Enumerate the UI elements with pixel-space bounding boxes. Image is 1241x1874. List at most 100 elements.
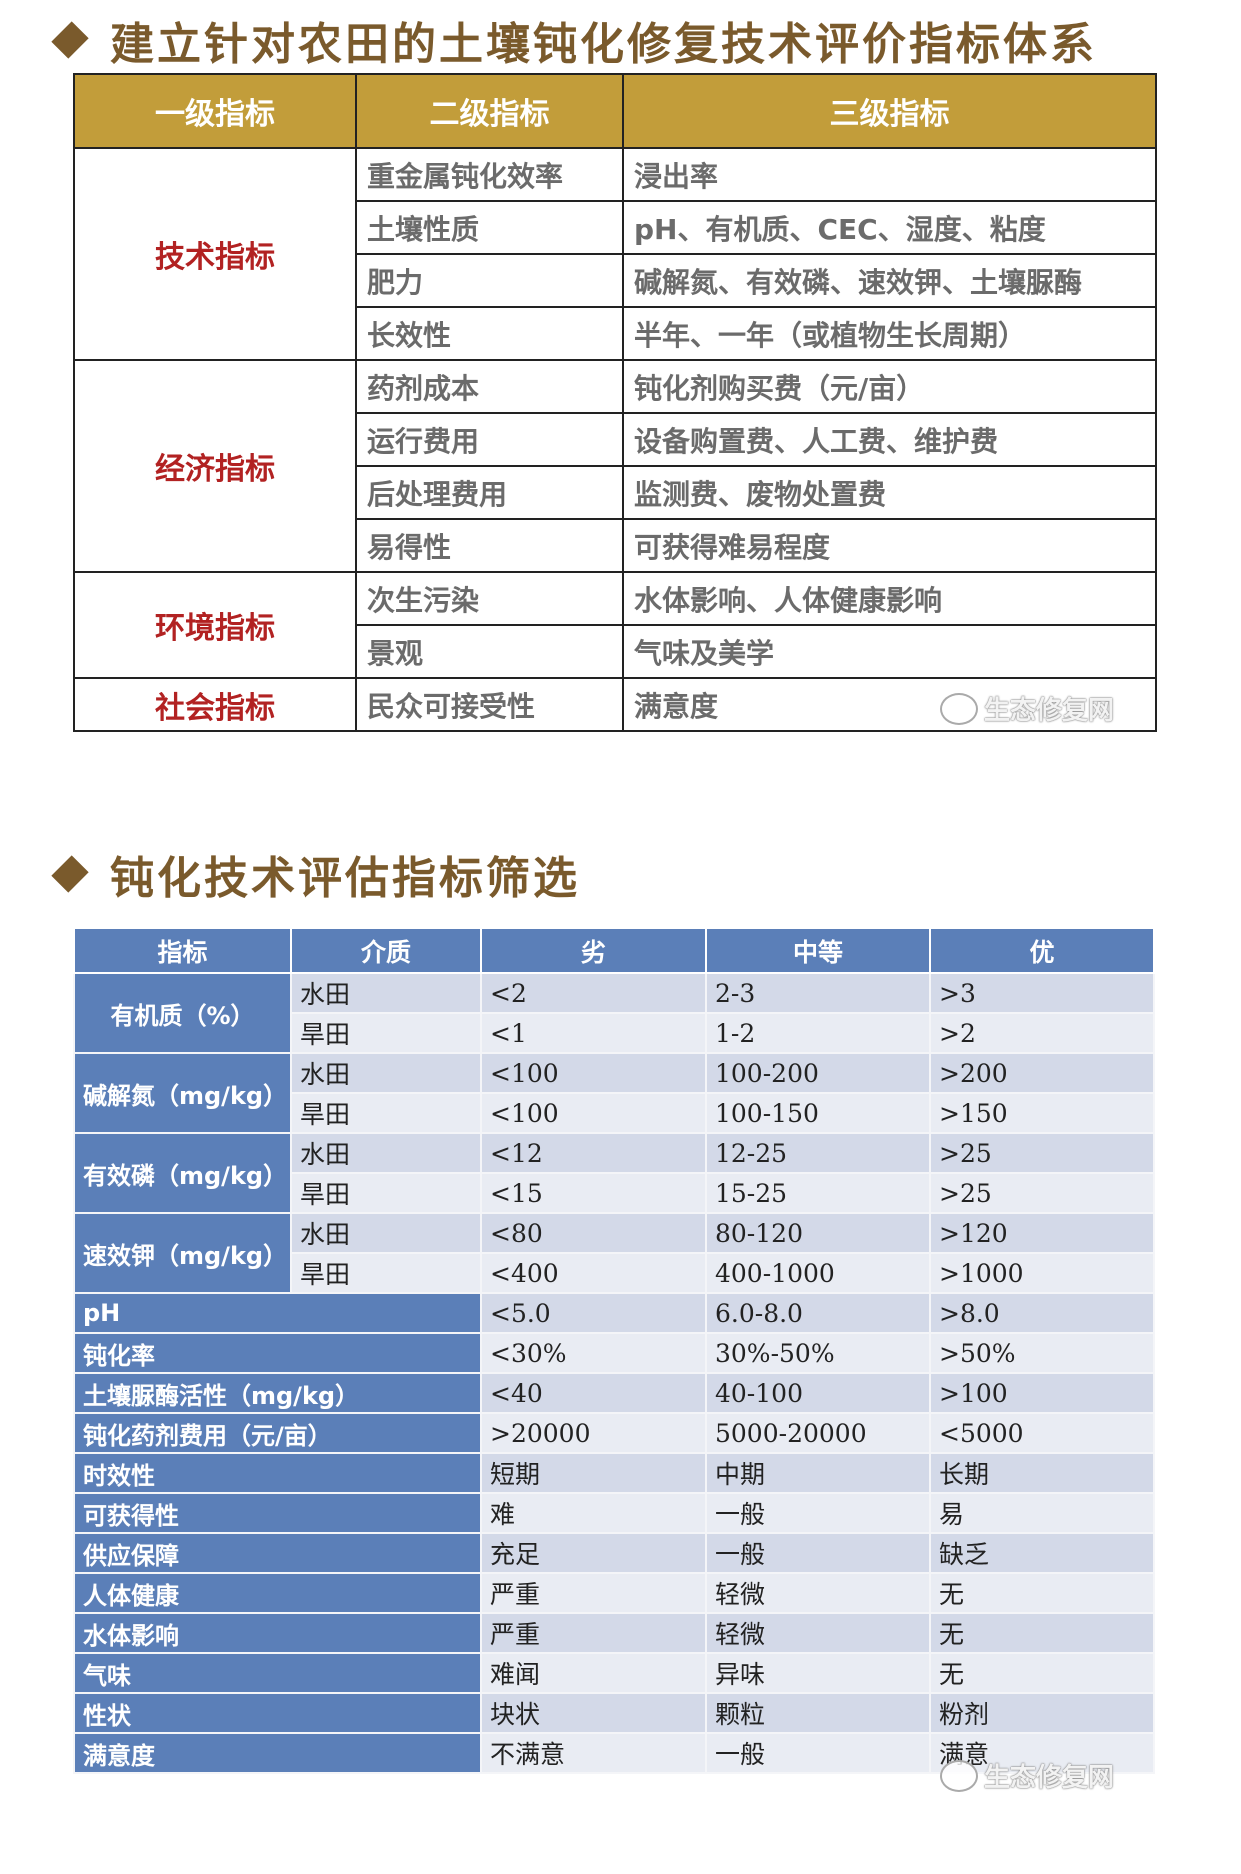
moderate-cell: 中期 <box>705 1452 931 1494</box>
poor-cell: <100 <box>480 1052 707 1094</box>
header-level3: 三级指标 <box>622 73 1157 149</box>
good-cell: >1000 <box>929 1252 1155 1294</box>
moderate-cell: 颗粒 <box>705 1692 931 1734</box>
level2-indicator: 药剂成本 <box>355 359 624 414</box>
indicator-cell: 可获得性 <box>73 1492 482 1534</box>
level3-indicator: 钝化剂购买费（元/亩） <box>622 359 1157 414</box>
medium-cell: 水田 <box>290 1052 482 1094</box>
table-row: 满意度 不满意 一般 满意 <box>73 1732 1155 1774</box>
header-medium: 介质 <box>290 927 482 974</box>
moderate-cell: 40-100 <box>705 1372 931 1414</box>
indicator-cell: 速效钾（mg/kg） <box>73 1212 292 1294</box>
poor-cell: <2 <box>480 972 707 1014</box>
poor-cell: 难 <box>480 1492 707 1534</box>
watermark: 生态修复网 <box>940 1757 1114 1794</box>
table-row: 长效性 半年、一年（或植物生长周期） <box>74 306 1157 361</box>
level1-indicator: 技术指标 <box>73 147 357 361</box>
poor-cell: <30% <box>480 1332 707 1374</box>
indicator-cell: 钝化率 <box>73 1332 482 1374</box>
table-row: 可获得性难一般易 <box>73 1492 1155 1534</box>
level3-indicator: 浸出率 <box>622 147 1157 202</box>
header-good: 优 <box>929 927 1155 974</box>
poor-cell: >20000 <box>480 1412 707 1454</box>
good-cell: 无 <box>929 1572 1155 1614</box>
medium-cell: 旱田 <box>290 1092 482 1134</box>
level2-indicator: 景观 <box>355 624 624 679</box>
medium-cell: 水田 <box>290 972 482 1014</box>
header-indicator: 指标 <box>73 927 292 974</box>
moderate-cell: 1-2 <box>705 1012 931 1054</box>
poor-cell: <1 <box>480 1012 707 1054</box>
good-cell: 无 <box>929 1652 1155 1694</box>
table-row: 肥力 碱解氮、有效磷、速效钾、土壤脲酶 <box>74 253 1157 308</box>
table-row: 性状 块状 颗粒 粉剂 <box>73 1692 1155 1734</box>
poor-cell: <40 <box>480 1372 707 1414</box>
indicator-cell: 气味 <box>73 1652 482 1694</box>
table-row: 钝化药剂费用（元/亩） >20000 5000-20000 <5000 <box>73 1412 1155 1454</box>
moderate-cell: 30%-50% <box>705 1332 931 1374</box>
level1-indicator: 社会指标 <box>73 677 357 732</box>
medium-cell: 水田 <box>290 1132 482 1174</box>
moderate-cell: 400-1000 <box>705 1252 931 1294</box>
good-cell: >25 <box>929 1172 1155 1214</box>
moderate-cell: 100-150 <box>705 1092 931 1134</box>
good-cell: >25 <box>929 1132 1155 1174</box>
indicator-cell: 供应保障 <box>73 1532 482 1574</box>
moderate-cell: 轻微 <box>705 1572 931 1614</box>
good-cell: >50% <box>929 1332 1155 1374</box>
table-row: 技术指标 重金属钝化效率 浸出率 <box>73 147 1157 361</box>
good-cell: >3 <box>929 972 1155 1014</box>
moderate-cell: 2-3 <box>705 972 931 1014</box>
table-row: 水体影响 严重 轻微无 <box>73 1612 1155 1654</box>
good-cell: 无 <box>929 1612 1155 1654</box>
table-row: 土壤性质 pH、有机质、CEC、湿度、粘度 <box>74 200 1157 255</box>
poor-cell: 严重 <box>480 1572 707 1614</box>
diamond-bullet-icon <box>51 855 89 893</box>
table-row: pH <5.0 6.0-8.0 >8.0 <box>73 1292 1155 1334</box>
diamond-bullet-icon <box>51 21 89 59</box>
level2-indicator: 肥力 <box>355 253 624 308</box>
level3-indicator: 可获得难易程度 <box>622 518 1157 573</box>
level3-indicator: 设备购置费、人工费、维护费 <box>622 412 1157 467</box>
level3-indicator: 监测费、废物处置费 <box>622 465 1157 520</box>
moderate-cell: 一般 <box>705 1532 931 1574</box>
watermark-text: 生态修复网 <box>984 1763 1115 1793</box>
poor-cell: 不满意 <box>480 1732 707 1774</box>
indicator-cell: 满意度 <box>73 1732 482 1774</box>
moderate-cell: 轻微 <box>705 1612 931 1654</box>
table-row: 有效磷（mg/kg） 水田 <12 12-25 >25 <box>73 1132 1155 1214</box>
poor-cell: 难闻 <box>480 1652 707 1694</box>
level3-indicator: 满意度 <box>622 677 1157 732</box>
table-row: 景观 气味及美学 <box>74 624 1157 679</box>
evaluation-index-system-table: 一级指标 二级指标 三级指标 技术指标 重金属钝化效率 浸出率 土壤性质 pH、有机质、… <box>73 73 1157 732</box>
poor-cell: 块状 <box>480 1692 707 1734</box>
table-row: 钝化率 <30% 30%-50% >50% <box>73 1332 1155 1374</box>
indicator-cell: 时效性 <box>73 1452 482 1494</box>
table-row: 时效性 短期 中期 长期 <box>73 1452 1155 1494</box>
wechat-icon <box>940 692 978 725</box>
poor-cell: 严重 <box>480 1612 707 1654</box>
moderate-cell: 6.0-8.0 <box>705 1292 931 1334</box>
table-row: 气味 难闻 异味无 <box>73 1652 1155 1694</box>
good-cell: 易 <box>929 1492 1155 1534</box>
level1-indicator: 环境指标 <box>73 571 357 679</box>
table-row: 旱田 <400 400-1000 >1000 <box>74 1252 1155 1294</box>
good-cell: 满意 <box>929 1732 1155 1774</box>
header-level1: 一级指标 <box>73 73 357 149</box>
table-row: 运行费用 设备购置费、人工费、维护费 <box>74 412 1157 467</box>
poor-cell: <12 <box>480 1132 707 1174</box>
moderate-cell: 12-25 <box>705 1132 931 1174</box>
table-row: 供应保障 充足 一般 缺乏 <box>73 1532 1155 1574</box>
indicator-cell: pH <box>73 1292 482 1334</box>
good-cell: 粉剂 <box>929 1692 1155 1734</box>
level2-indicator: 民众可接受性 <box>355 677 624 732</box>
section1-title-text: 建立针对农田的土壤钝化修复技术评价指标体系 <box>110 19 1097 70</box>
level2-indicator: 后处理费用 <box>355 465 624 520</box>
moderate-cell: 异味 <box>705 1652 931 1694</box>
table-row: 旱田 <15 15-25 >25 <box>74 1172 1155 1214</box>
section1-title: 建立针对农田的土壤钝化修复技术评价指标体系 <box>50 8 1097 72</box>
watermark: 生态修复网 <box>940 690 1114 727</box>
medium-cell: 旱田 <box>290 1172 482 1214</box>
indicator-cell: 土壤脲酶活性（mg/kg） <box>73 1372 482 1414</box>
indicator-cell: 水体影响 <box>73 1612 482 1654</box>
